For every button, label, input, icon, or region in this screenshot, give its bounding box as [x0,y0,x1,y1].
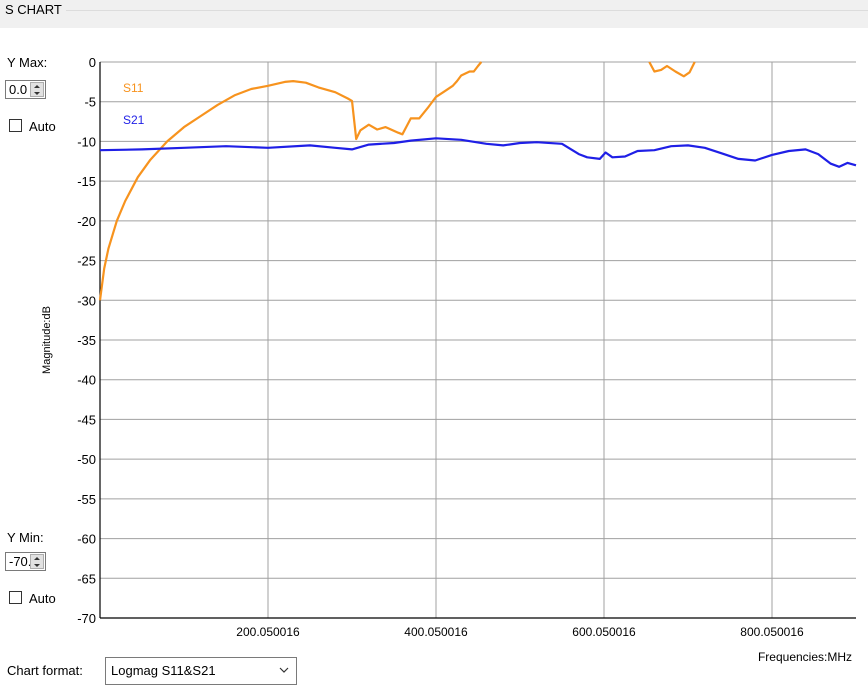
legend-s11: S11 [123,81,144,95]
ymin-down-arrow-icon[interactable] [31,562,43,568]
series-line-s21 [99,137,857,168]
y-tick-label: -15 [77,174,96,189]
y-tick-label: -25 [77,254,96,269]
y-tick-label: -40 [77,373,96,388]
x-tick-label: 200.050016 [236,625,300,639]
ymin-spinner[interactable]: -70.0 [5,552,46,571]
y-tick-label: -65 [77,571,96,586]
group-divider [66,10,868,11]
series-line-s11 [98,61,483,301]
x-axis-label: Frequencies:MHz [758,650,852,664]
ymax-label: Y Max: [7,55,48,70]
tick-labels: 0 -5 -10 -15 -20 -25 -30 -35 -40 -45 -50 -55 -60 -65 -… [77,55,804,639]
y-tick-label: -5 [84,95,96,110]
y-tick-label: -70 [77,611,96,626]
ymin-auto-label: Auto [29,591,56,606]
chart-format-value[interactable]: Logmag S11&S21 [111,663,216,678]
chevron-down-icon[interactable] [278,664,290,676]
axes [99,62,856,619]
y-tick-label: 0 [89,55,96,70]
y-tick-label: -30 [77,293,96,308]
ymax-up-arrow-icon[interactable] [31,83,43,89]
x-tick-label: 600.050016 [572,625,636,639]
series-line-s11-segment-2 [648,61,696,78]
ymax-spin-buttons[interactable] [30,82,44,97]
chart-format-select[interactable]: Logmag S11&S21 [105,657,297,685]
ymax-down-arrow-icon[interactable] [31,90,43,96]
y-tick-label: -20 [77,214,96,229]
ymin-spin-buttons[interactable] [30,554,44,569]
ymax-spinner[interactable]: 0.0 [5,80,46,99]
y-tick-label: -60 [77,532,96,547]
x-tick-label: 400.050016 [404,625,468,639]
y-tick-label: -50 [77,452,96,467]
legend-s21: S21 [123,113,145,127]
ymax-auto-label: Auto [29,119,56,134]
ymin-auto-checkbox[interactable] [9,591,22,604]
group-title: S CHART [5,2,66,17]
y-tick-label: -35 [77,333,96,348]
y-tick-label: -10 [77,134,96,149]
ymin-label: Y Min: [7,530,44,545]
ymax-value[interactable]: 0.0 [9,82,28,97]
chart-format-label: Chart format: [7,663,83,678]
y-tick-label: -45 [77,412,96,427]
series-lines [98,61,857,301]
ymin-up-arrow-icon[interactable] [31,555,43,561]
grid-lines [100,61,856,619]
ymax-auto-checkbox[interactable] [9,119,22,132]
y-tick-label: -55 [77,492,96,507]
y-axis-label: Magnitude:dB [41,306,53,374]
x-tick-label: 800.050016 [740,625,804,639]
